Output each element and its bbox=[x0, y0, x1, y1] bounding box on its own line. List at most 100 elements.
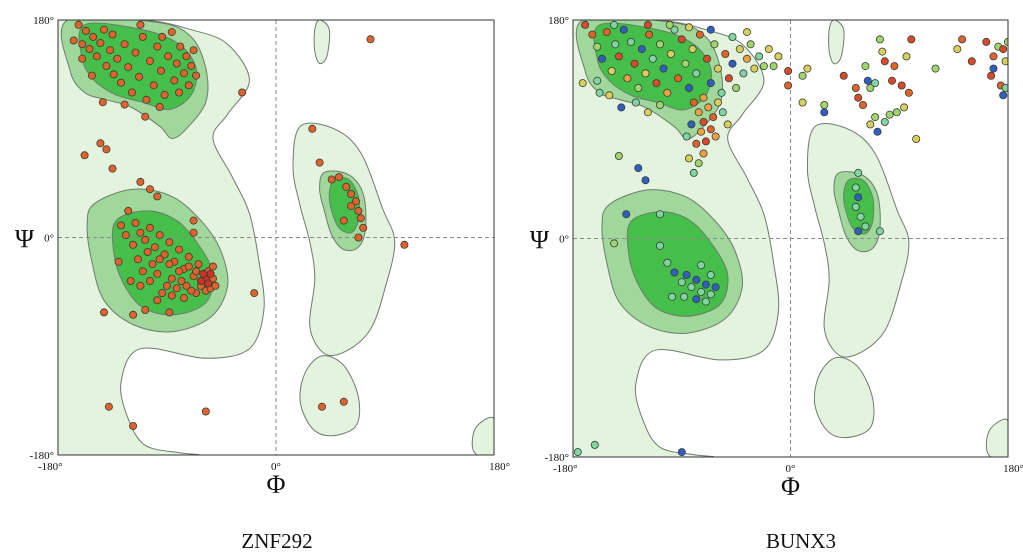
residue-point bbox=[692, 295, 701, 304]
residue-points bbox=[573, 20, 1008, 457]
residue-point bbox=[645, 30, 654, 39]
residue-point bbox=[851, 84, 860, 93]
residue-point bbox=[138, 267, 147, 276]
residue-point bbox=[902, 52, 911, 61]
residue-point bbox=[114, 257, 123, 266]
residue-point bbox=[607, 67, 616, 76]
residue-point bbox=[155, 103, 164, 112]
residue-point bbox=[184, 262, 193, 271]
residue-point bbox=[339, 397, 348, 406]
residue-point bbox=[742, 54, 751, 63]
residue-point bbox=[689, 98, 698, 107]
residue-point bbox=[201, 407, 210, 416]
region-outer-4 bbox=[313, 20, 331, 65]
residue-point bbox=[129, 310, 138, 319]
residue-point bbox=[875, 227, 884, 236]
residue-point bbox=[677, 278, 686, 287]
residue-point bbox=[854, 227, 863, 236]
residue-point bbox=[141, 305, 150, 314]
residue-point bbox=[602, 28, 611, 37]
residue-point bbox=[861, 222, 870, 231]
residue-point bbox=[764, 45, 773, 54]
residue-point bbox=[863, 76, 872, 85]
residue-point bbox=[69, 36, 78, 45]
x-tick-label: -180° bbox=[553, 463, 578, 475]
residue-point bbox=[688, 45, 697, 54]
residue-point bbox=[706, 79, 715, 88]
residue-point bbox=[703, 54, 712, 63]
ramachandran-plot-znf292: 180° 0° -180°-180° 0° 180° Φ Ψ bbox=[15, 15, 510, 499]
residue-point bbox=[117, 221, 126, 230]
residue-point bbox=[199, 269, 208, 278]
residue-point bbox=[160, 90, 169, 99]
residue-point bbox=[98, 98, 107, 107]
residue-point bbox=[728, 33, 737, 42]
residue-point bbox=[175, 267, 184, 276]
residue-point bbox=[677, 35, 686, 44]
residue-point bbox=[108, 30, 117, 39]
residue-point bbox=[687, 120, 696, 129]
residue-point bbox=[759, 62, 768, 71]
residue-point bbox=[694, 159, 703, 168]
residue-point bbox=[400, 240, 409, 249]
y-axis-label: Ψ bbox=[15, 225, 35, 254]
residue-point bbox=[784, 81, 793, 90]
residue-point bbox=[699, 93, 708, 102]
residue-point bbox=[717, 88, 726, 97]
x-tick-label: 0° bbox=[271, 461, 281, 473]
residue-point bbox=[706, 270, 715, 279]
residue-point bbox=[184, 252, 193, 261]
residue-point bbox=[189, 46, 198, 55]
residue-point bbox=[798, 71, 807, 80]
residue-point bbox=[150, 243, 159, 252]
residue-point bbox=[1001, 84, 1008, 92]
residue-point bbox=[74, 20, 83, 29]
residue-point bbox=[692, 139, 701, 148]
residue-point bbox=[699, 149, 708, 158]
residue-point bbox=[315, 158, 324, 167]
residue-point bbox=[104, 402, 113, 411]
plot-caption-znf292: ZNF292 bbox=[241, 529, 313, 553]
residue-point bbox=[637, 45, 646, 54]
residue-point bbox=[153, 192, 162, 201]
residue-point bbox=[784, 67, 793, 76]
residue-point bbox=[145, 276, 154, 285]
residue-point bbox=[102, 145, 111, 154]
residue-point bbox=[588, 30, 597, 39]
residue-point bbox=[866, 120, 875, 129]
residue-point bbox=[158, 289, 167, 298]
residue-point bbox=[165, 238, 174, 247]
residue-point bbox=[136, 228, 145, 237]
residue-point bbox=[165, 260, 174, 269]
residue-point bbox=[598, 54, 607, 63]
residue-point bbox=[187, 61, 196, 70]
residue-point bbox=[623, 74, 632, 83]
residue-point bbox=[614, 52, 623, 61]
residue-point bbox=[982, 37, 991, 46]
residue-point bbox=[155, 255, 164, 264]
residue-point bbox=[177, 276, 186, 285]
residue-point bbox=[334, 173, 343, 182]
residue-point bbox=[732, 84, 741, 93]
residue-point bbox=[904, 88, 913, 97]
residue-point bbox=[630, 59, 639, 68]
residue-point bbox=[192, 71, 201, 80]
residue-point bbox=[880, 57, 889, 66]
residue-point bbox=[687, 283, 696, 292]
residue-point bbox=[643, 108, 652, 117]
residue-point bbox=[999, 45, 1008, 54]
residue-point bbox=[677, 448, 686, 457]
y-tick-label: 0° bbox=[559, 234, 569, 246]
residue-point bbox=[317, 402, 326, 411]
residue-point bbox=[87, 71, 96, 80]
residue-point bbox=[593, 42, 602, 51]
residue-point bbox=[755, 52, 764, 61]
residue-point bbox=[165, 308, 174, 317]
residue-point bbox=[735, 45, 744, 54]
residue-point bbox=[96, 139, 105, 148]
residue-point bbox=[366, 35, 375, 44]
residue-point bbox=[581, 20, 590, 29]
residue-point bbox=[820, 101, 829, 110]
residue-point bbox=[648, 54, 657, 63]
residue-point bbox=[108, 164, 117, 173]
